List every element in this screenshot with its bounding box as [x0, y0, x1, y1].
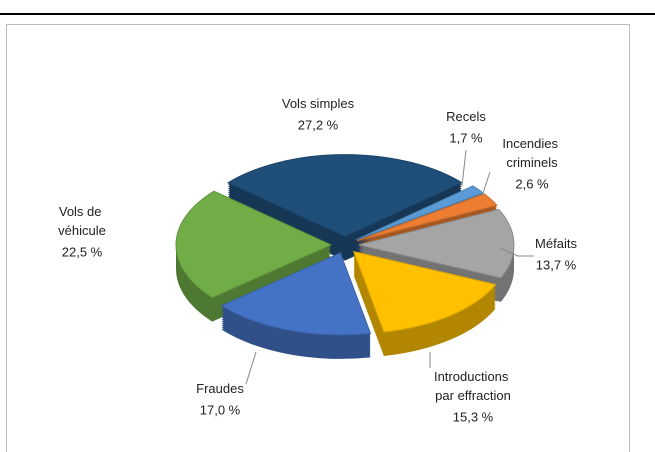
slice-label: Méfaits	[535, 236, 577, 251]
leader-line	[481, 171, 491, 197]
value-label: 13,7 %	[536, 257, 577, 272]
slice-label: Vols de véhicule	[58, 204, 106, 238]
leader-line	[245, 351, 257, 385]
leader-line	[461, 149, 467, 187]
slice-label: Incendies criminels	[502, 136, 561, 170]
leader-line	[499, 247, 534, 257]
value-label: 17,0 %	[200, 402, 241, 417]
value-label: 2,6 %	[515, 176, 549, 191]
slice	[220, 252, 372, 336]
slice-label: Vols simples	[282, 96, 355, 111]
value-label: 22,5 %	[62, 244, 103, 259]
value-label: 27,2 %	[298, 117, 339, 132]
slice	[175, 190, 333, 299]
slice-label: Recels	[446, 109, 486, 124]
value-label: 15,3 %	[453, 409, 494, 424]
slice-label: Fraudes	[196, 381, 244, 396]
slice	[352, 250, 497, 333]
slice-label: Introductions par effraction	[434, 369, 512, 403]
slice	[358, 208, 515, 279]
slice	[356, 193, 498, 242]
slice	[226, 154, 463, 238]
value-label: 1,7 %	[449, 130, 483, 145]
